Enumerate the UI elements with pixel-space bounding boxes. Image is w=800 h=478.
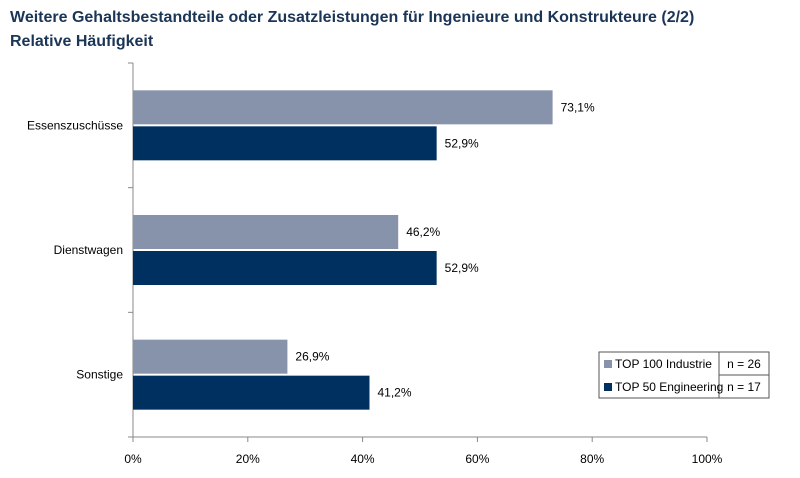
x-tick-label: 40% (351, 452, 375, 466)
data-label: 46,2% (406, 225, 440, 239)
bar (133, 126, 437, 161)
subtitle: Relative Häufigkeit (10, 33, 154, 50)
category-label: Sonstige (76, 368, 123, 382)
legend-label: TOP 50 Engineering (615, 380, 723, 394)
legend-swatch (604, 383, 612, 391)
data-label: 41,2% (377, 386, 411, 400)
data-label: 73,1% (561, 100, 595, 114)
data-label: 52,9% (445, 261, 479, 275)
chart-title: Weitere Gehaltsbestandteile oder Zusatzl… (10, 6, 694, 54)
x-tick-label: 0% (124, 452, 142, 466)
x-tick-label: 100% (692, 452, 723, 466)
legend-label: TOP 100 Industrie (615, 357, 712, 371)
legend-n-label: n = 17 (727, 380, 761, 394)
data-label: 52,9% (445, 136, 479, 150)
category-label: Dienstwagen (54, 243, 123, 257)
category-label: Essenszuschüsse (27, 118, 123, 132)
x-tick-label: 20% (236, 452, 260, 466)
bar (133, 215, 399, 249)
bar (133, 90, 553, 125)
legend-box (598, 351, 720, 399)
bar (133, 339, 288, 374)
title: Weitere Gehaltsbestandteile oder Zusatzl… (10, 9, 695, 26)
x-tick-label: 80% (580, 452, 604, 466)
x-tick-label: 60% (465, 452, 489, 466)
bar (133, 375, 370, 410)
legend-swatch (604, 360, 612, 368)
bar (133, 251, 437, 285)
data-label: 26,9% (295, 350, 329, 364)
legend-n-label: n = 26 (727, 357, 761, 371)
